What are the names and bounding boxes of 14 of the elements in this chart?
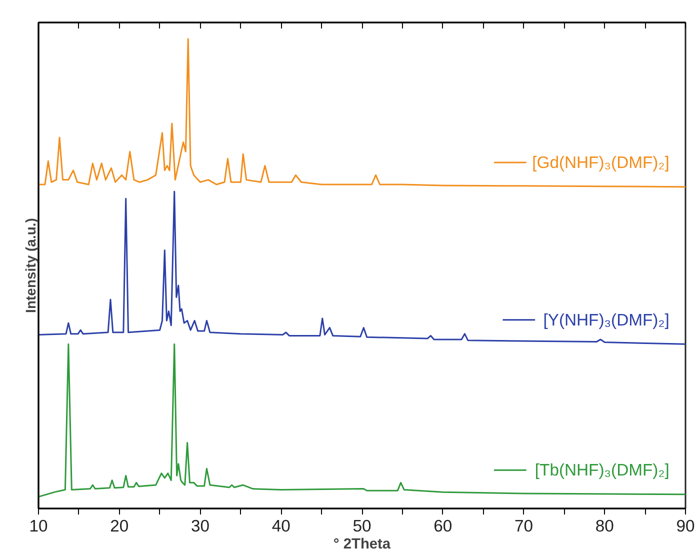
x-tick-label: 80 — [595, 516, 614, 536]
x-tick-label: 70 — [514, 516, 534, 536]
legend-label: [Y(NHF)₃(DMF)₂] — [543, 310, 670, 330]
x-tick-label: 10 — [29, 516, 48, 536]
legend-label: [Tb(NHF)₃(DMF)₂] — [534, 460, 670, 480]
x-tick-label: 40 — [272, 516, 290, 536]
x-tick-label: 60 — [434, 516, 452, 536]
x-axis-title: ° 2Theta — [333, 536, 392, 552]
x-tick-label: 50 — [352, 516, 372, 536]
legend-label: [Gd(NHF)₃(DMF)₂] — [532, 153, 670, 172]
x-tick-label: 30 — [190, 516, 210, 536]
x-tick-label: 20 — [110, 516, 129, 536]
y-axis-title: Intensity (a.u.) — [22, 218, 38, 313]
x-tick-label: 90 — [676, 516, 695, 536]
